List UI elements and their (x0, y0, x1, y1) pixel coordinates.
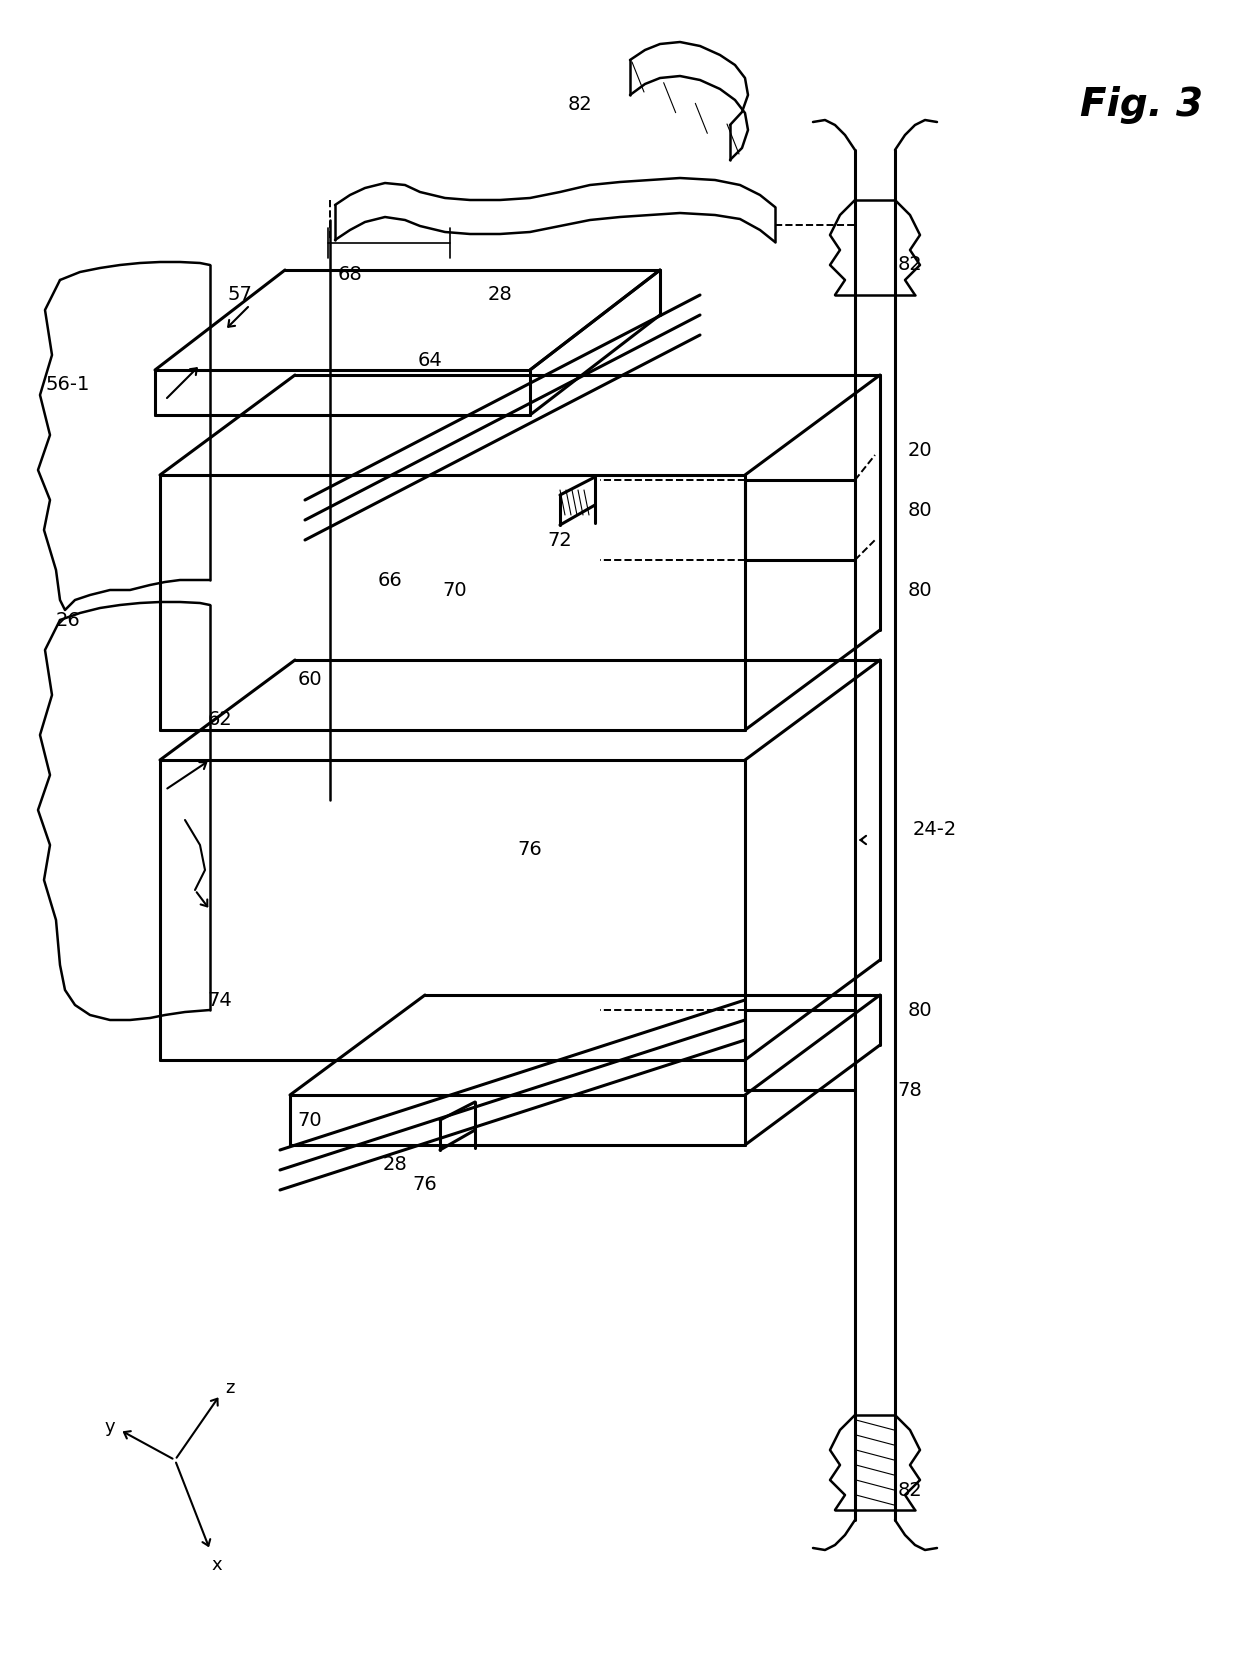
Text: 82: 82 (568, 96, 593, 115)
Text: 78: 78 (898, 1081, 923, 1099)
Text: 64: 64 (418, 350, 443, 370)
Text: 62: 62 (207, 710, 232, 729)
Text: x: x (212, 1555, 222, 1574)
Text: 76: 76 (413, 1175, 438, 1195)
Text: 70: 70 (443, 581, 467, 599)
Text: y: y (104, 1418, 115, 1436)
Text: 72: 72 (548, 531, 573, 549)
Text: 74: 74 (207, 991, 232, 1009)
Text: 82: 82 (898, 1481, 923, 1499)
Text: 80: 80 (908, 1001, 932, 1019)
Text: 80: 80 (908, 581, 932, 599)
Text: 76: 76 (517, 840, 542, 860)
Text: 66: 66 (378, 571, 402, 589)
Text: 82: 82 (898, 256, 923, 274)
Text: z: z (226, 1379, 234, 1398)
Text: 56-1: 56-1 (46, 375, 91, 395)
Text: 26: 26 (56, 611, 81, 629)
Text: 60: 60 (298, 671, 322, 689)
Text: Fig. 3: Fig. 3 (1080, 86, 1203, 124)
Text: 68: 68 (337, 266, 362, 284)
Text: 20: 20 (908, 440, 932, 460)
Text: 28: 28 (383, 1155, 408, 1175)
Text: 70: 70 (298, 1111, 322, 1129)
Text: 57: 57 (228, 286, 253, 304)
Text: 28: 28 (487, 286, 512, 304)
Text: 24-2: 24-2 (913, 820, 957, 840)
Text: 80: 80 (908, 501, 932, 520)
